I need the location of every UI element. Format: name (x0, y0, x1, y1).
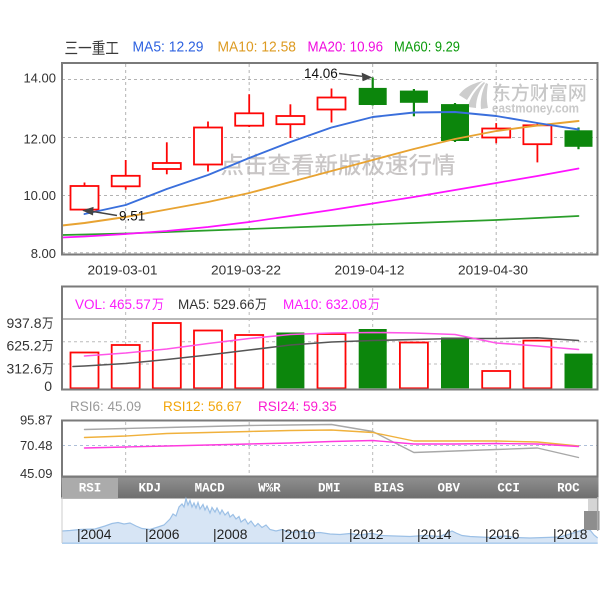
svg-text:W%R: W%R (258, 482, 281, 496)
svg-text:312.6: 312.6 (6, 360, 41, 376)
svg-text:|2018: |2018 (553, 526, 588, 542)
svg-text:MA5: 12.29: MA5: 12.29 (133, 40, 204, 56)
svg-text:14.06: 14.06 (304, 66, 338, 81)
svg-text:95.87: 95.87 (20, 413, 53, 428)
svg-text:BIAS: BIAS (374, 482, 405, 496)
svg-text:RSI12: 56.67: RSI12: 56.67 (163, 399, 242, 414)
svg-text:MACD: MACD (195, 482, 226, 496)
svg-text:CCI: CCI (497, 482, 520, 496)
svg-text:MA20: 10.96: MA20: 10.96 (308, 40, 384, 56)
svg-text:937.8: 937.8 (6, 315, 41, 331)
svg-text:MA10: 632.08: MA10: 632.08 (283, 297, 367, 312)
svg-text:0: 0 (44, 378, 52, 394)
svg-text:2019-03-01: 2019-03-01 (88, 263, 158, 278)
svg-text:RSI: RSI (79, 482, 102, 496)
svg-text:625.2: 625.2 (6, 337, 41, 353)
svg-text:10.00: 10.00 (23, 188, 56, 203)
svg-text:12.00: 12.00 (23, 132, 56, 147)
svg-text:|2008: |2008 (213, 526, 248, 542)
svg-text:14.00: 14.00 (23, 71, 56, 86)
svg-text:70.48: 70.48 (20, 438, 53, 453)
svg-text:2019-03-22: 2019-03-22 (211, 263, 281, 278)
svg-text:45.09: 45.09 (20, 466, 53, 481)
svg-text:|2012: |2012 (349, 526, 384, 542)
svg-text:DMI: DMI (318, 482, 341, 496)
svg-text:8.00: 8.00 (31, 246, 56, 261)
svg-text:RSI6: 45.09: RSI6: 45.09 (70, 399, 141, 414)
svg-text:KDJ: KDJ (139, 482, 162, 496)
svg-text:|2010: |2010 (281, 526, 316, 542)
svg-text:RSI24: 59.35: RSI24: 59.35 (258, 399, 337, 414)
svg-text:|2014: |2014 (417, 526, 452, 542)
svg-text:2019-04-12: 2019-04-12 (335, 263, 405, 278)
svg-text:ROC: ROC (557, 482, 580, 496)
svg-text:|2004: |2004 (77, 526, 112, 542)
svg-text:eastmoney.com: eastmoney.com (492, 101, 579, 116)
svg-text:|2006: |2006 (145, 526, 180, 542)
svg-text:9.51: 9.51 (119, 209, 145, 224)
svg-text:OBV: OBV (438, 482, 461, 496)
svg-text:MA5: 529.66: MA5: 529.66 (178, 297, 255, 312)
svg-text:VOL: 465.57: VOL: 465.57 (75, 297, 151, 312)
svg-text:MA60: 9.29: MA60: 9.29 (394, 40, 460, 56)
svg-text:2019-04-30: 2019-04-30 (458, 263, 528, 278)
svg-text:MA10: 12.58: MA10: 12.58 (218, 40, 297, 56)
svg-text:|2016: |2016 (485, 526, 520, 542)
